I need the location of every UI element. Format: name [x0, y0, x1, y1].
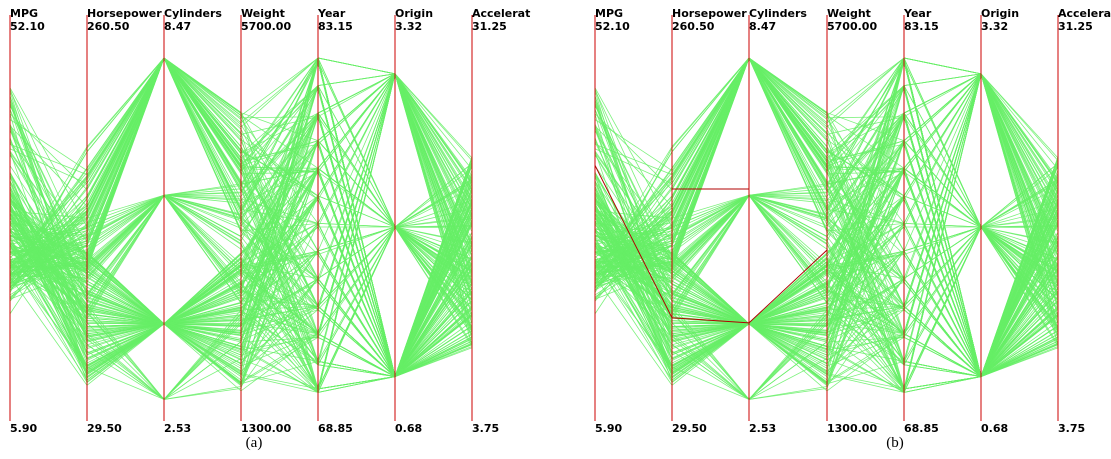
- axis-max-value: 3.32: [395, 20, 422, 33]
- axis-max-value: 8.47: [749, 20, 776, 33]
- axis-max-value: 52.10: [10, 20, 45, 33]
- axis-max-value: 31.25: [472, 20, 507, 33]
- axis-label: Cylinders: [164, 7, 222, 20]
- highlighted-record-line: [594, 165, 828, 324]
- axis-min-value: 1300.00: [827, 422, 877, 435]
- axis-label: Horsepower: [87, 7, 162, 20]
- axis-max-value: 83.15: [904, 20, 939, 33]
- axis-min-value: 5.90: [595, 422, 622, 435]
- axis-min-value: 1300.00: [241, 422, 291, 435]
- axis-min-value: 0.68: [395, 422, 422, 435]
- axis-min-value: 2.53: [749, 422, 776, 435]
- highlight-layer: [594, 165, 828, 324]
- axis-min-value: 68.85: [318, 422, 353, 435]
- axis-max-value: 5700.00: [827, 20, 877, 33]
- axis-min-value: 29.50: [672, 422, 707, 435]
- axis-label: Horsepower: [672, 7, 747, 20]
- axis-max-value: 5700.00: [241, 20, 291, 33]
- axis-min-value: 3.75: [472, 422, 499, 435]
- axis-max-value: 31.25: [1058, 20, 1093, 33]
- axis-min-value: 0.68: [981, 422, 1008, 435]
- axis-max-value: 83.15: [318, 20, 353, 33]
- axis-max-value: 260.50: [672, 20, 715, 33]
- axis-min-value: 3.75: [1058, 422, 1085, 435]
- axis-min-value: 5.90: [10, 422, 37, 435]
- axis-label: Accelerat: [472, 7, 530, 20]
- axis-max-value: 260.50: [87, 20, 130, 33]
- panel-a-caption: (a): [246, 435, 263, 451]
- axis-max-value: 8.47: [164, 20, 191, 33]
- axis-label: MPG: [10, 7, 38, 20]
- axis-min-value: 2.53: [164, 422, 191, 435]
- axis-label: Weight: [241, 7, 285, 20]
- axis-label: Origin: [395, 7, 433, 20]
- axis-min-value: 29.50: [87, 422, 122, 435]
- axis-max-value: 52.10: [595, 20, 630, 33]
- axis-label: Cylinders: [749, 7, 807, 20]
- axis-label: Year: [903, 7, 932, 20]
- axis-label: Accelerat: [1058, 7, 1111, 20]
- axis-label: Year: [317, 7, 346, 20]
- axis-label: Weight: [827, 7, 871, 20]
- axis-label: Origin: [981, 7, 1019, 20]
- panel-b-caption: (b): [886, 435, 904, 451]
- axis-min-value: 68.85: [904, 422, 939, 435]
- axis-label: MPG: [595, 7, 623, 20]
- axis-max-value: 3.32: [981, 20, 1008, 33]
